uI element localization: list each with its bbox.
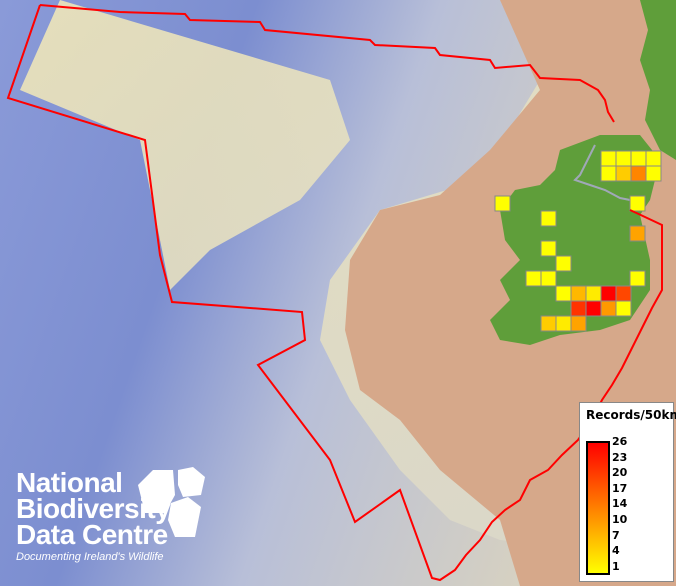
great-britain — [640, 0, 676, 160]
record-grid-cell[interactable] — [615, 300, 632, 317]
legend-tick: 23 — [612, 450, 628, 464]
legend-tick: 20 — [612, 466, 628, 480]
record-grid-cell[interactable] — [555, 285, 572, 302]
record-grid-cell[interactable] — [629, 195, 646, 212]
record-grid-cell[interactable] — [540, 240, 557, 257]
record-grid-cell[interactable] — [645, 150, 662, 167]
record-grid-cell[interactable] — [629, 270, 646, 287]
legend-title: Records/50km — [586, 408, 676, 422]
record-grid-cell[interactable] — [540, 315, 557, 332]
record-grid-cell[interactable] — [540, 210, 557, 227]
legend-tick: 17 — [612, 481, 628, 495]
logo-line-3: Data Centre — [16, 519, 168, 550]
logo-tagline: Documenting Ireland's Wildlife — [16, 551, 164, 563]
map-legend: Records/50km 26 23 20 17 14 10 7 4 1 — [579, 402, 676, 582]
record-grid-cell[interactable] — [629, 225, 646, 242]
record-grid-cell[interactable] — [645, 165, 662, 182]
logo-hexagon-icon — [138, 467, 205, 537]
boundary-south — [6, 4, 663, 582]
legend-tick: 1 — [612, 559, 620, 573]
record-grid-cell[interactable] — [600, 285, 617, 302]
record-grid-cell[interactable] — [600, 300, 617, 317]
boundary-north — [39, 4, 615, 123]
record-grid-cell[interactable] — [630, 165, 647, 182]
record-grid-cell[interactable] — [570, 300, 587, 317]
legend-tick: 7 — [612, 528, 620, 542]
record-grid-cell[interactable] — [615, 150, 632, 167]
record-grid-cell[interactable] — [600, 165, 617, 182]
record-grid-cell[interactable] — [494, 195, 511, 212]
record-grid-cell[interactable] — [570, 315, 587, 332]
record-grid-cell[interactable] — [585, 285, 602, 302]
record-grid-cell[interactable] — [630, 150, 647, 167]
record-grid-cell[interactable] — [600, 150, 617, 167]
legend-tick: 14 — [612, 497, 628, 511]
record-grid-cell[interactable] — [555, 255, 572, 272]
record-grid-cell[interactable] — [615, 285, 632, 302]
record-grid-cell[interactable] — [570, 285, 587, 302]
record-grid-cell[interactable] — [525, 270, 542, 287]
record-grid-cell[interactable] — [540, 270, 557, 287]
record-grid-cell[interactable] — [615, 165, 632, 182]
legend-tick: 10 — [612, 513, 628, 526]
record-grid-cell[interactable] — [555, 315, 572, 332]
record-grid-cell[interactable] — [585, 300, 602, 317]
logo-line-1: National — [16, 467, 123, 498]
legend-color-ramp — [586, 441, 610, 575]
legend-tick: 26 — [612, 435, 628, 448]
northern-ireland-border — [573, 144, 631, 201]
legend-tick: 4 — [612, 544, 620, 558]
